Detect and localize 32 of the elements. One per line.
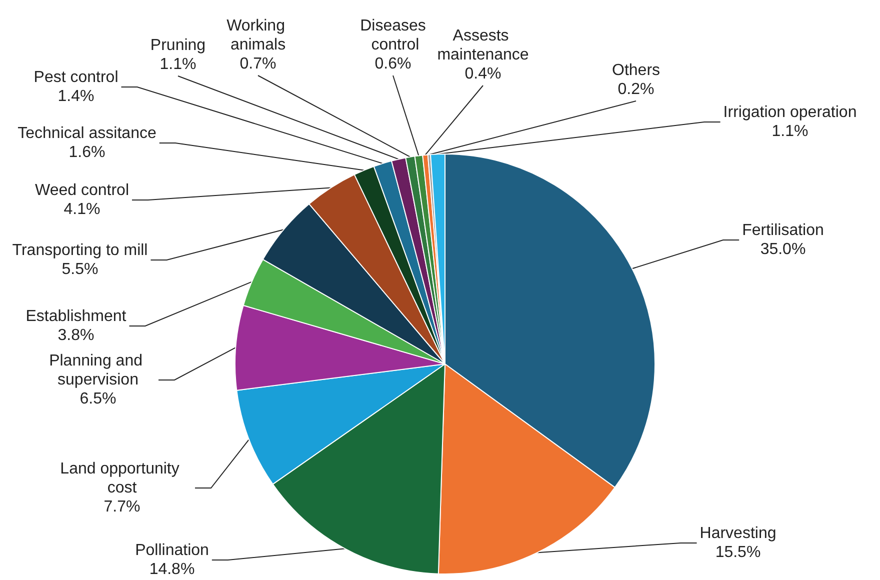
data-label: 0.4% bbox=[464, 66, 502, 82]
slice-label: Planning and supervision bbox=[49, 352, 147, 388]
data-label: 0.2% bbox=[618, 81, 654, 98]
slice-label: Fertilisation bbox=[742, 222, 824, 239]
data-label: 1.6% bbox=[68, 144, 106, 161]
data-label: 4.1% bbox=[64, 201, 100, 218]
slice-label: Diseases control bbox=[360, 18, 426, 54]
data-label: 3.8% bbox=[58, 327, 94, 344]
slice-label: Pruning bbox=[150, 37, 206, 54]
data-label: 7.7% bbox=[104, 498, 140, 516]
data-label: 1.1% bbox=[160, 56, 196, 73]
data-label: 0.6% bbox=[374, 56, 412, 72]
data-label: 5.5% bbox=[62, 261, 98, 278]
slice-label: Pest control bbox=[34, 69, 118, 86]
slice-label: Assests maintenance bbox=[437, 28, 529, 64]
slice-label: Establishment bbox=[26, 308, 127, 325]
slice-label: Harvesting bbox=[700, 525, 776, 542]
data-label: 35.0% bbox=[760, 241, 806, 258]
slice-label: Land opportunity cost bbox=[60, 460, 184, 496]
slice-label: Irrigation operation bbox=[723, 104, 857, 121]
slice-label: Weed control bbox=[35, 182, 129, 199]
data-label: 1.1% bbox=[772, 123, 808, 140]
data-label: 6.5% bbox=[80, 390, 116, 408]
slice-label: Technical assitance bbox=[18, 125, 156, 142]
data-label: 14.8% bbox=[149, 561, 195, 578]
slice-label: Transporting to mill bbox=[12, 242, 148, 259]
data-label: 0.7% bbox=[240, 56, 276, 72]
slice-label: Working animals bbox=[226, 18, 290, 54]
data-label: 1.4% bbox=[58, 88, 94, 105]
slice-label: Others bbox=[612, 62, 660, 79]
slice-label: Pollination bbox=[135, 542, 209, 559]
data-label: 15.5% bbox=[715, 544, 761, 561]
